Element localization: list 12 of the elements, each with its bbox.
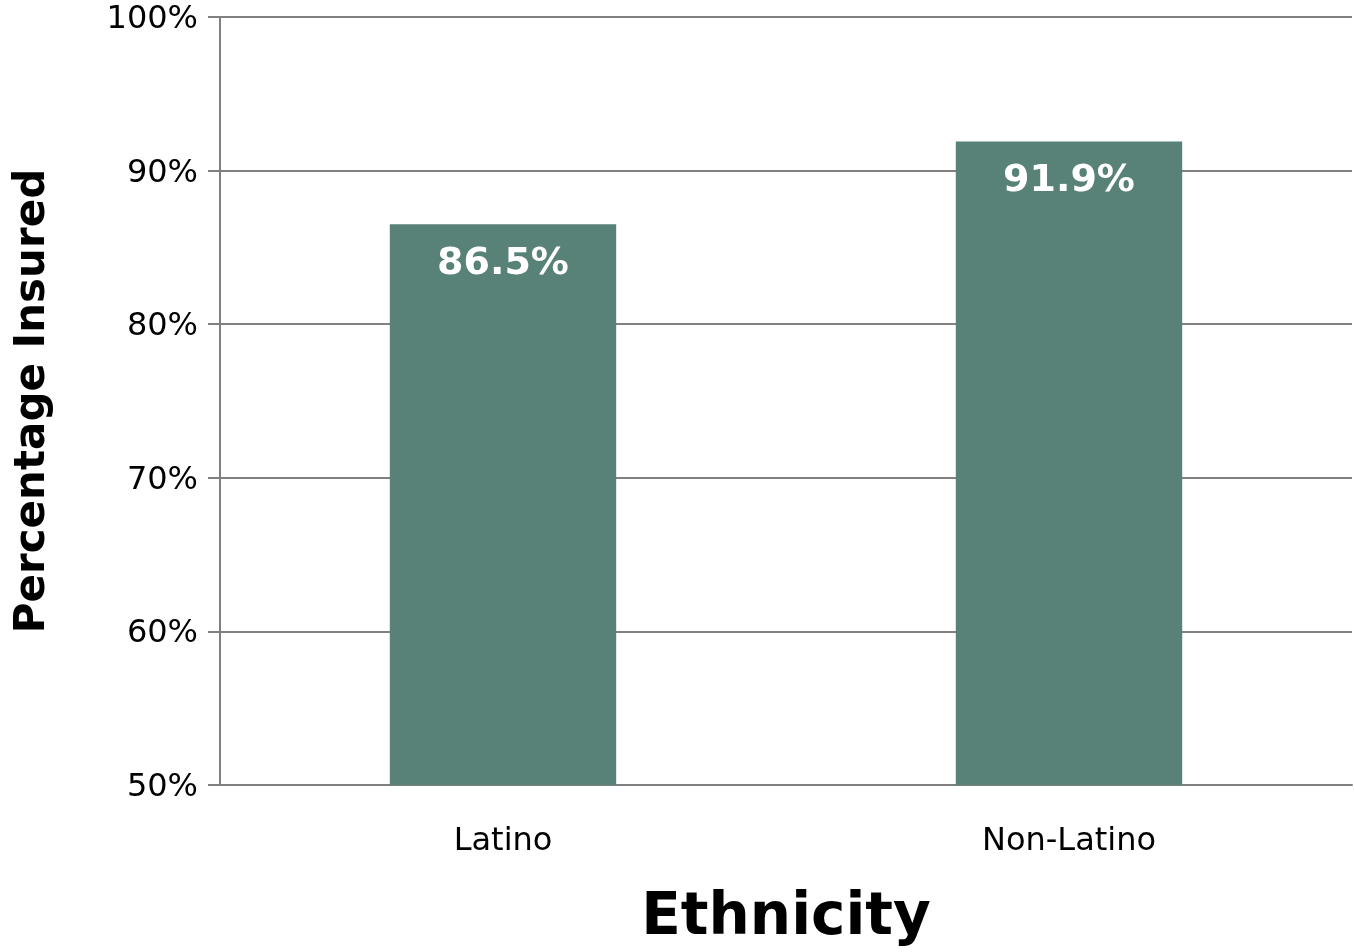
data-label: 86.5%	[437, 239, 569, 284]
y-tick-label: 70%	[126, 458, 198, 497]
y-axis-title: Percentage Insured	[4, 168, 54, 634]
x-tick-label: Non-Latino	[981, 820, 1157, 858]
x-axis-title: Ethnicity	[641, 880, 931, 948]
y-tick-label: 80%	[126, 305, 198, 344]
y-tick-label: 50%	[126, 766, 198, 804]
data-label: 91.9%	[1003, 156, 1135, 201]
y-tick-label: 100%	[106, 0, 198, 36]
y-tick-label: 90%	[126, 151, 198, 190]
x-tick-label: Latino	[453, 820, 553, 858]
y-tick-label: 60%	[126, 612, 198, 651]
